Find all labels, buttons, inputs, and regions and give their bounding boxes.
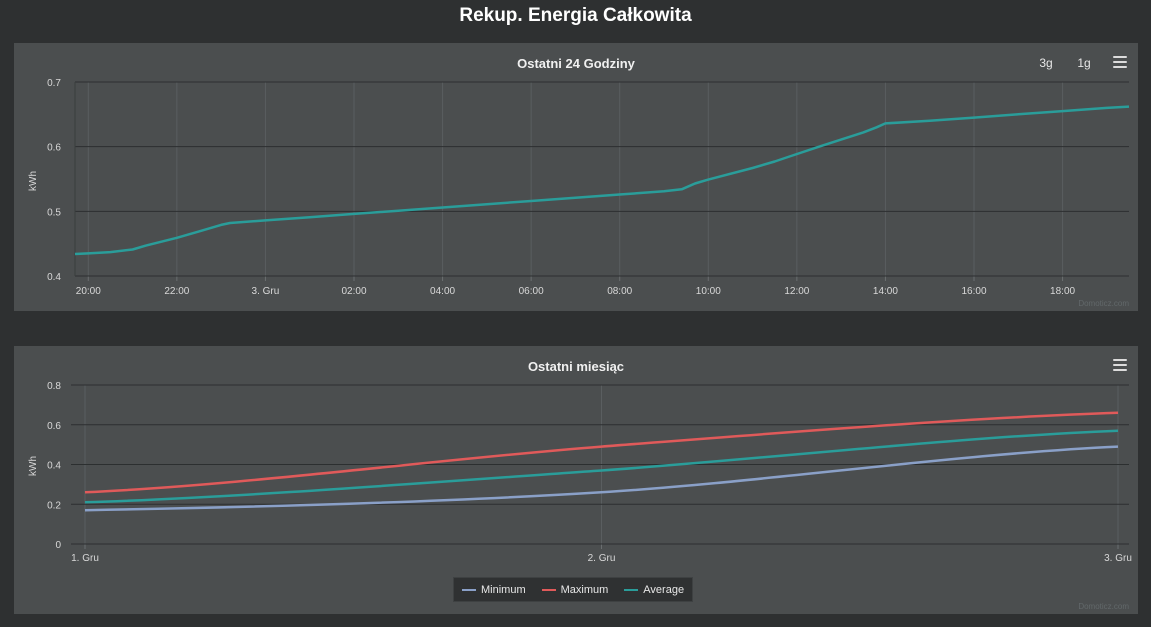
y-tick-label: 0.7 <box>47 78 61 89</box>
x-tick-label: 3. Gru <box>1104 553 1132 564</box>
y-tick-label: 0.6 <box>47 143 61 154</box>
chart-credit[interactable]: Domoticz.com <box>1078 299 1129 308</box>
x-tick-label: 16:00 <box>961 286 986 297</box>
legend-label: Average <box>643 583 685 596</box>
menu-icon[interactable] <box>1113 56 1127 68</box>
x-tick-label: 18:00 <box>1050 286 1075 297</box>
x-tick-label: 22:00 <box>164 286 189 297</box>
y-tick-label: 0.4 <box>47 272 61 283</box>
x-tick-label: 04:00 <box>430 286 455 297</box>
chart-panel-month: Ostatni miesiąc kWh 0.8 0.6 0.4 0.2 0 1. Gru… <box>14 346 1138 614</box>
x-tick-label: 2. Gru <box>588 553 616 564</box>
page-title: Rekup. Energia Całkowita <box>459 5 692 26</box>
chart-24h: Ostatni 24 Godziny 3g 1g kWh 0.7 0.6 0.5 0.… <box>28 56 1130 308</box>
legend-item-maximum[interactable]: Maximum <box>541 583 609 596</box>
chart-month-title: Ostatni miesiąc <box>528 359 624 374</box>
x-tick-label: 1. Gru <box>71 553 99 564</box>
chart-legend: Minimum Maximum Average <box>453 577 694 602</box>
x-tick-label: 10:00 <box>696 286 721 297</box>
y-tick-label: 0.6 <box>47 421 61 432</box>
legend-item-minimum[interactable]: Minimum <box>462 584 526 596</box>
y-axis-label-month: kWh <box>28 456 39 476</box>
legend-swatch <box>624 588 639 591</box>
y-tick-label: 0.2 <box>47 500 61 511</box>
series-line-minimum[interactable] <box>84 445 1119 512</box>
series-line[interactable] <box>74 105 1130 256</box>
x-tick-label: 12:00 <box>784 286 809 297</box>
x-tick-label: 06:00 <box>519 286 544 297</box>
chart-24h-title: Ostatni 24 Godziny <box>517 56 636 71</box>
x-tick-label: 20:00 <box>76 286 101 297</box>
y-tick-label: 0.8 <box>47 381 61 392</box>
legend-label: Minimum <box>481 583 526 596</box>
y-tick-label: 0 <box>55 540 61 551</box>
legend-label: Maximum <box>560 583 609 596</box>
y-tick-label: 0.5 <box>47 207 61 218</box>
chart-panel-24h: Ostatni 24 Godziny 3g 1g kWh 0.7 0.6 0.5 0.… <box>14 43 1138 311</box>
legend-item-average[interactable]: Average <box>624 584 684 596</box>
x-tick-label: 3. Gru <box>252 286 280 297</box>
legend-swatch <box>462 588 476 591</box>
legend-swatch <box>541 588 556 591</box>
series-line-average[interactable] <box>84 429 1119 504</box>
chart-month: Ostatni miesiąc kWh 0.8 0.6 0.4 0.2 0 1. Gru… <box>28 359 1132 611</box>
chart-credit[interactable]: Domoticz.com <box>1078 602 1129 611</box>
y-axis-label-24h: kWh <box>28 171 39 191</box>
range-button-3g[interactable]: 3g <box>1039 56 1052 70</box>
x-tick-label: 14:00 <box>873 286 898 297</box>
menu-icon[interactable] <box>1113 359 1127 371</box>
series-line-maximum[interactable] <box>84 411 1119 494</box>
x-tick-label: 02:00 <box>341 286 366 297</box>
range-button-1g[interactable]: 1g <box>1077 56 1090 70</box>
x-tick-label: 08:00 <box>607 286 632 297</box>
y-tick-label: 0.4 <box>47 461 61 472</box>
